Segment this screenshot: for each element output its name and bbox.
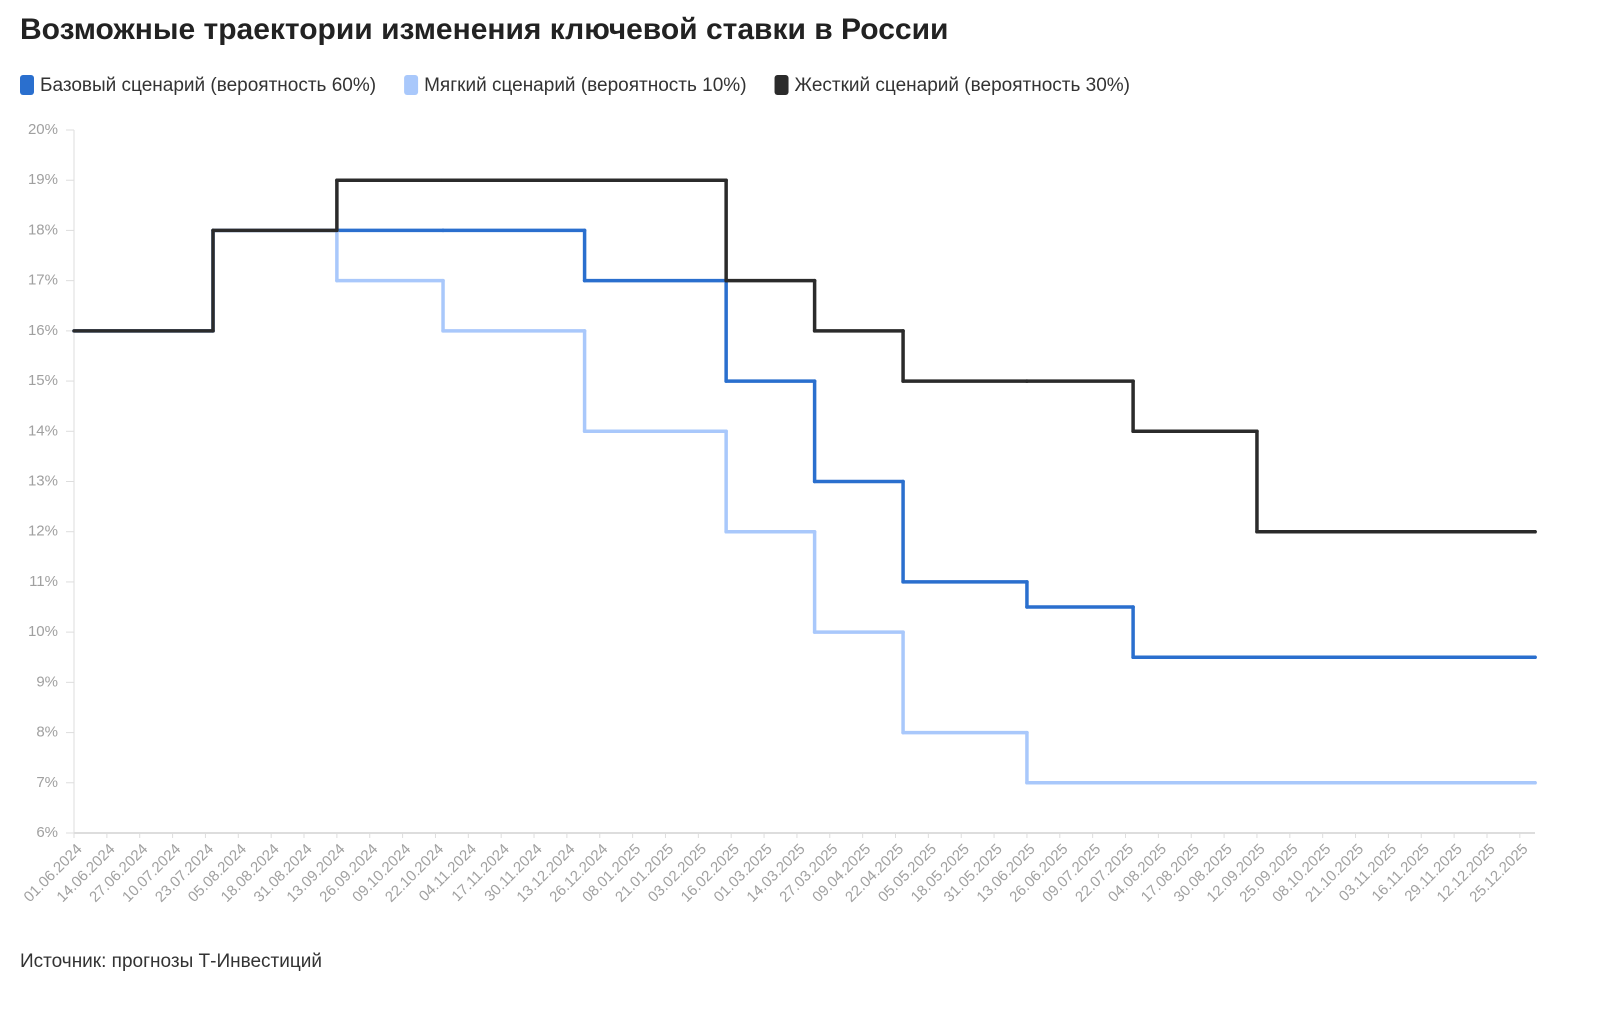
y-tick-label: 9% [36,673,58,690]
legend-swatch [20,75,34,95]
legend-label: Жесткий сценарий (вероятность 30%) [795,75,1130,96]
series-line [72,228,1537,785]
legend-swatch [774,75,789,95]
legend-swatch [404,75,419,95]
y-tick-label: 8% [36,724,58,741]
y-tick-label: 12% [28,523,58,540]
series-line [72,178,1537,534]
source-note: Источник: прогнозы Т-Инвестиций [20,951,322,972]
y-tick-label: 15% [28,372,58,389]
chart-title: Возможные траектории изменения ключевой … [20,13,948,46]
legend-label: Мягкий сценарий (вероятность 10%) [424,75,746,96]
y-tick-label: 16% [28,322,58,339]
y-tick-label: 7% [36,774,58,791]
legend-label: Базовый сценарий (вероятность 60%) [40,75,376,96]
y-tick-label: 13% [28,472,58,489]
y-tick-label: 10% [28,623,58,640]
y-tick-label: 11% [29,573,58,590]
y-tick-label: 17% [28,272,58,289]
y-tick-label: 14% [28,422,58,439]
y-tick-label: 6% [36,824,58,841]
y-tick-label: 19% [28,171,58,188]
y-tick-label: 20% [28,121,58,138]
series-line [72,228,1537,659]
y-tick-label: 18% [28,221,58,238]
